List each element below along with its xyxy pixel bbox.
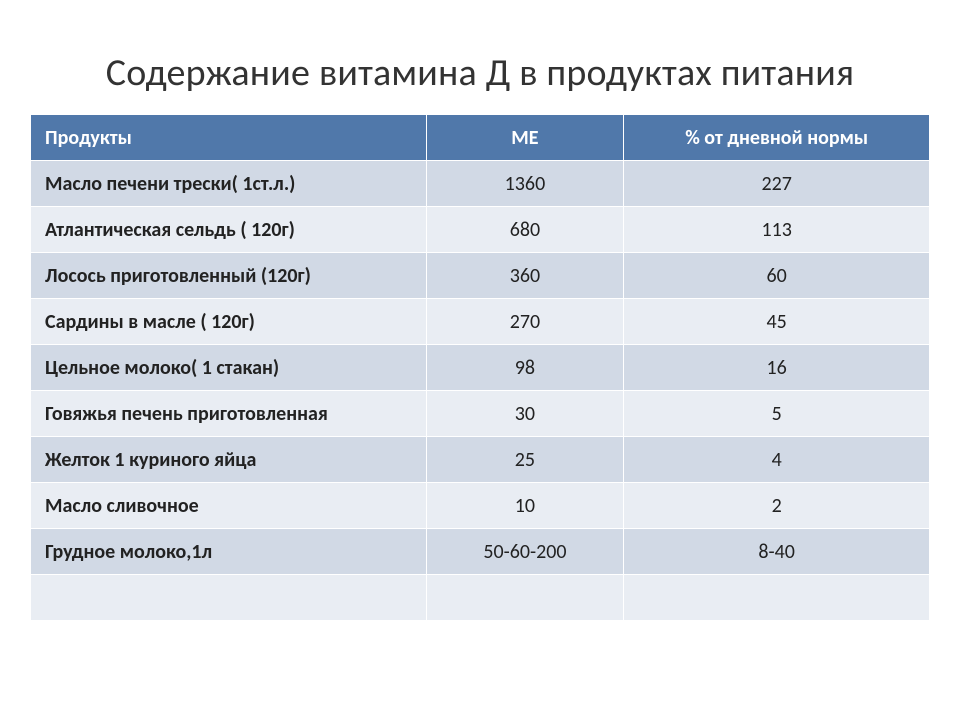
cell-product: Цельное молоко( 1 стакан): [31, 345, 427, 391]
slide: Содержание витамина Д в продуктах питани…: [0, 0, 960, 720]
cell-me: 1360: [426, 161, 624, 207]
cell-product: Сардины в масле ( 120г): [31, 299, 427, 345]
table-row: Масло сливочное102: [31, 483, 930, 529]
table-row: Желток 1 куриного яйца254: [31, 437, 930, 483]
cell-product: Масло печени трески( 1ст.л.): [31, 161, 427, 207]
cell-product: [31, 575, 427, 621]
cell-product: Атлантическая сельдь ( 120г): [31, 207, 427, 253]
cell-product: Лосось приготовленный (120г): [31, 253, 427, 299]
cell-pct: 113: [624, 207, 930, 253]
cell-pct: 16: [624, 345, 930, 391]
cell-me: [426, 575, 624, 621]
table-row: Говяжья печень приготовленная305: [31, 391, 930, 437]
cell-me: 680: [426, 207, 624, 253]
table-row: Атлантическая сельдь ( 120г)680113: [31, 207, 930, 253]
table-row: Масло печени трески( 1ст.л.)1360227: [31, 161, 930, 207]
table-row: [31, 575, 930, 621]
col-header-me: МЕ: [426, 115, 624, 161]
col-header-pct: % от дневной нормы: [624, 115, 930, 161]
table-row: Сардины в масле ( 120г)27045: [31, 299, 930, 345]
cell-me: 30: [426, 391, 624, 437]
cell-me: 360: [426, 253, 624, 299]
cell-pct: 4: [624, 437, 930, 483]
table-row: Грудное молоко,1л50-60-2008-40: [31, 529, 930, 575]
cell-product: Масло сливочное: [31, 483, 427, 529]
cell-pct: [624, 575, 930, 621]
cell-me: 98: [426, 345, 624, 391]
cell-me: 25: [426, 437, 624, 483]
cell-pct: 2: [624, 483, 930, 529]
table-row: Цельное молоко( 1 стакан)9816: [31, 345, 930, 391]
cell-me: 270: [426, 299, 624, 345]
cell-pct: 45: [624, 299, 930, 345]
cell-me: 50-60-200: [426, 529, 624, 575]
cell-me: 10: [426, 483, 624, 529]
cell-product: Желток 1 куриного яйца: [31, 437, 427, 483]
cell-product: Грудное молоко,1л: [31, 529, 427, 575]
vitamin-d-table: Продукты МЕ % от дневной нормы Масло печ…: [30, 114, 930, 621]
cell-pct: 227: [624, 161, 930, 207]
col-header-product: Продукты: [31, 115, 427, 161]
cell-pct: 8-40: [624, 529, 930, 575]
table-row: Лосось приготовленный (120г)36060: [31, 253, 930, 299]
page-title: Содержание витамина Д в продуктах питани…: [40, 50, 920, 96]
cell-pct: 60: [624, 253, 930, 299]
cell-product: Говяжья печень приготовленная: [31, 391, 427, 437]
table-header-row: Продукты МЕ % от дневной нормы: [31, 115, 930, 161]
vitamin-d-table-wrap: Продукты МЕ % от дневной нормы Масло печ…: [30, 114, 930, 621]
cell-pct: 5: [624, 391, 930, 437]
